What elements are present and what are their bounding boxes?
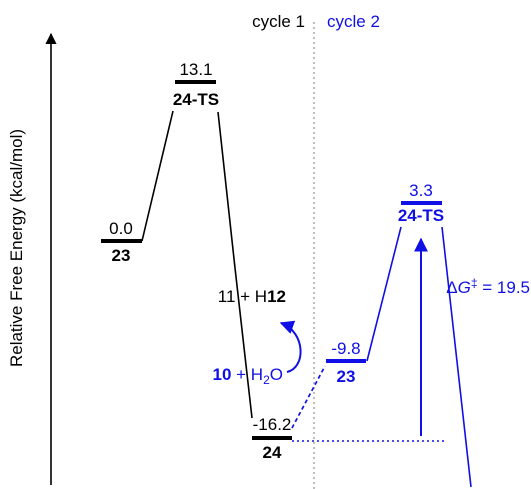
label-24: 24	[263, 443, 282, 462]
connector-23-to-ts-cycle2	[366, 226, 402, 362]
energy-24-ts-cycle2: 3.3	[409, 181, 433, 200]
label-24-ts-cycle1: 24-TS	[173, 90, 219, 109]
label-24-ts-cycle2: 24-TS	[398, 206, 444, 225]
curved-arrow-icon	[279, 320, 302, 373]
connector-23-to-ts	[141, 110, 174, 242]
label-23-start: 23	[112, 246, 131, 265]
barrier-label: ΔG‡ = 19.5	[446, 276, 530, 297]
connector-ts-to-24-upper	[217, 111, 236, 269]
energy-23-cycle2: -9.8	[331, 339, 360, 358]
energy-24: -16.2	[253, 415, 292, 434]
reagents-10-h2o: 10 + H2O	[213, 365, 284, 387]
dashed-connector-24-to-23	[291, 365, 326, 429]
y-axis-label: Relative Free Energy (kcal/mol)	[7, 129, 26, 367]
cycle-2-label: cycle 2	[327, 12, 380, 31]
connector-ts-to-24-lower	[234, 267, 253, 419]
label-23-cycle2: 23	[337, 367, 356, 386]
connector-ts-descending-cycle2	[441, 226, 472, 488]
energy-23-start: 0.0	[109, 219, 133, 238]
energy-24-ts-cycle1: 13.1	[179, 60, 212, 79]
cycle-1-label: cycle 1	[252, 12, 305, 31]
byproduct-11-h12: 11 + H12	[218, 287, 286, 306]
